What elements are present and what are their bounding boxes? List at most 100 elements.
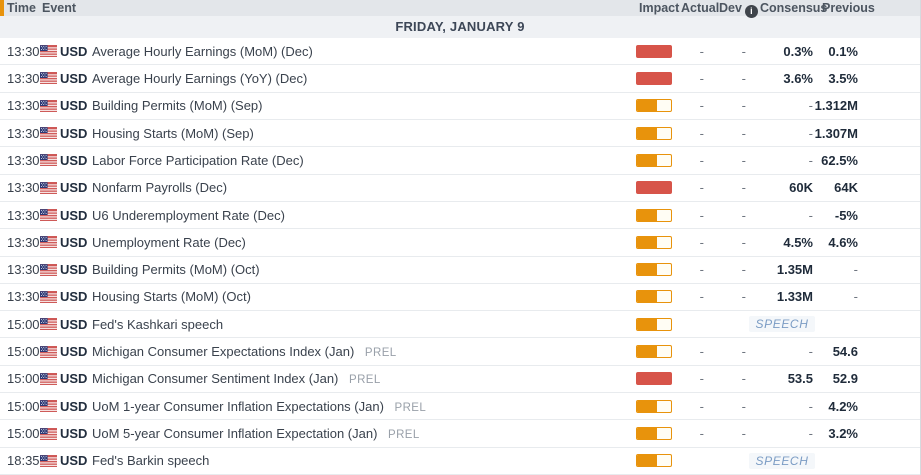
event-name[interactable]: UoM 1-year Consumer Inflation Expectatio… xyxy=(92,398,384,414)
consensus-value: 4.5% xyxy=(783,234,813,250)
impact-cell xyxy=(618,372,672,386)
event-name[interactable]: Average Hourly Earnings (MoM) (Dec) xyxy=(92,43,313,59)
table-row[interactable]: 13:30 xyxy=(0,119,920,148)
impact-bar xyxy=(636,263,672,277)
event-name[interactable]: Fed's Barkin speech xyxy=(92,453,210,469)
currency-cell: USD xyxy=(40,235,92,250)
us-flag-icon xyxy=(40,154,57,167)
event-name[interactable]: Average Hourly Earnings (YoY) (Dec) xyxy=(92,70,308,86)
actual-value: - xyxy=(699,371,704,387)
currency-cell: USD xyxy=(40,399,92,414)
impact-bar xyxy=(636,399,672,413)
table-row[interactable]: 13:30 xyxy=(0,201,920,230)
event-name[interactable]: Labor Force Participation Rate (Dec) xyxy=(92,152,304,168)
event-name[interactable]: Building Permits (MoM) (Oct) xyxy=(92,262,260,278)
impact-bar xyxy=(636,99,672,113)
currency-cell: USD xyxy=(40,126,92,141)
event-cell: U6 Underemployment Rate (Dec) xyxy=(92,208,618,223)
consensus-value: - xyxy=(808,125,813,141)
event-time: 13:30 xyxy=(7,152,40,168)
impact-cell xyxy=(618,427,672,441)
actual-value: - xyxy=(699,125,704,141)
table-row[interactable]: 13:30 xyxy=(0,283,920,312)
table-row[interactable]: 13:30 xyxy=(0,65,920,93)
event-name[interactable]: U6 Underemployment Rate (Dec) xyxy=(92,207,285,223)
event-name[interactable]: Housing Starts (MoM) (Oct) xyxy=(92,289,251,305)
us-flag-icon xyxy=(40,236,57,249)
impact-cell xyxy=(618,181,672,195)
impact-bar-fill xyxy=(637,318,658,330)
dev-value: - xyxy=(741,43,746,59)
actual-value: - xyxy=(699,426,704,442)
event-name[interactable]: Michigan Consumer Sentiment Index (Jan) xyxy=(92,371,339,387)
event-name[interactable]: UoM 5-year Consumer Inflation Expectatio… xyxy=(92,426,378,442)
speech-badge: SPEECH xyxy=(748,452,816,469)
event-cell: UoM 1-year Consumer Inflation Expectatio… xyxy=(92,399,618,414)
table-row[interactable]: 15:00 xyxy=(0,420,920,448)
impact-bar xyxy=(636,427,672,441)
us-flag-icon xyxy=(40,181,57,194)
impact-bar-fill xyxy=(637,455,658,467)
us-flag-icon xyxy=(40,72,57,85)
impact-bar-fill xyxy=(637,100,658,112)
event-name[interactable]: Unemployment Rate (Dec) xyxy=(92,234,246,250)
impact-cell xyxy=(618,345,672,359)
event-name[interactable]: Building Permits (MoM) (Sep) xyxy=(92,98,263,114)
currency-label: USD xyxy=(60,344,88,360)
dev-value: - xyxy=(741,398,746,414)
table-row[interactable]: 15:00 xyxy=(0,338,920,366)
currency-label: USD xyxy=(60,398,88,414)
dev-value: - xyxy=(741,98,746,114)
currency-cell: USD xyxy=(40,44,92,59)
table-row[interactable]: 13:30 xyxy=(0,256,920,284)
table-row[interactable]: 13:30 xyxy=(0,38,920,66)
actual-value: - xyxy=(699,98,704,114)
table-row[interactable]: 13:30 xyxy=(0,229,920,257)
impact-bar xyxy=(636,153,672,167)
table-row[interactable]: 15:00 xyxy=(0,365,920,394)
event-cell: Housing Starts (MoM) (Oct) xyxy=(92,289,618,304)
event-time: 15:00 xyxy=(7,426,40,442)
impact-bar-fill xyxy=(637,346,658,358)
table-row[interactable]: 15:00 xyxy=(0,311,920,339)
event-name[interactable]: Housing Starts (MoM) (Sep) xyxy=(92,125,254,141)
event-name[interactable]: Nonfarm Payrolls (Dec) xyxy=(92,180,228,196)
us-flag-icon xyxy=(40,400,57,413)
consensus-value: - xyxy=(808,426,813,442)
previous-value: 52.9 xyxy=(832,371,858,387)
impact-bar xyxy=(636,454,672,468)
consensus-value: - xyxy=(808,398,813,414)
currency-label: USD xyxy=(60,207,88,223)
us-flag-icon xyxy=(40,318,57,331)
currency-label: USD xyxy=(60,289,88,305)
dev-label: Dev xyxy=(719,1,742,15)
us-flag-icon xyxy=(40,127,57,139)
impact-bar-fill xyxy=(637,264,658,276)
impact-bar xyxy=(636,317,672,331)
event-time: 13:30 xyxy=(7,180,40,196)
currency-label: USD xyxy=(60,125,88,141)
consensus-value: 53.5 xyxy=(787,371,813,387)
currency-cell: USD xyxy=(40,289,92,304)
left-accent-bar xyxy=(0,0,4,16)
impact-bar xyxy=(636,208,672,222)
dev-value: - xyxy=(741,289,746,305)
table-row[interactable]: 13:30 xyxy=(0,147,920,175)
event-time: 13:30 xyxy=(7,234,40,250)
event-name[interactable]: Fed's Kashkari speech xyxy=(92,316,224,332)
table-row[interactable]: 13:30 xyxy=(0,174,920,202)
impact-bar xyxy=(636,372,672,386)
event-time: 13:30 xyxy=(7,125,40,141)
speech-cell: SPEECH xyxy=(705,316,859,333)
currency-cell: USD xyxy=(40,317,92,332)
table-row[interactable]: 18:35 xyxy=(0,447,920,475)
info-icon[interactable]: i xyxy=(744,5,758,18)
currency-label: USD xyxy=(60,180,88,196)
consensus-value: - xyxy=(808,344,813,360)
event-time: 13:30 xyxy=(7,98,40,114)
table-row[interactable]: 15:00 xyxy=(0,393,920,421)
impact-cell xyxy=(618,454,672,468)
table-row[interactable]: 13:30 xyxy=(0,92,920,120)
event-name[interactable]: Michigan Consumer Expectations Index (Ja… xyxy=(92,344,355,360)
us-flag-icon xyxy=(40,373,57,385)
